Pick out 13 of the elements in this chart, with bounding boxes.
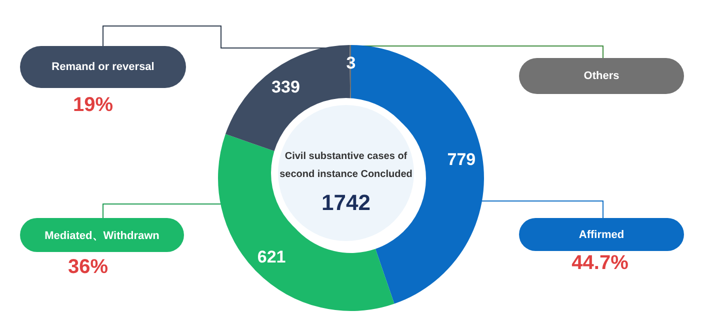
slice-label: Mediated、Withdrawn [20, 218, 184, 252]
slice-label: Affirmed [519, 218, 684, 251]
text: 19% [72, 94, 114, 117]
text: 36% [66, 256, 110, 279]
data-label: 339 [272, 77, 300, 96]
data-label: 621 [257, 247, 286, 266]
text: Civil substantive cases of second instance Concluded [278, 150, 414, 182]
data-label: 779 [447, 150, 476, 169]
slice-label: Remand or reversal [20, 46, 186, 88]
text: 1742 [320, 190, 372, 216]
slice-label: Others [519, 58, 684, 94]
data-label: 3 [346, 54, 356, 72]
text: 44.7% [570, 252, 630, 275]
